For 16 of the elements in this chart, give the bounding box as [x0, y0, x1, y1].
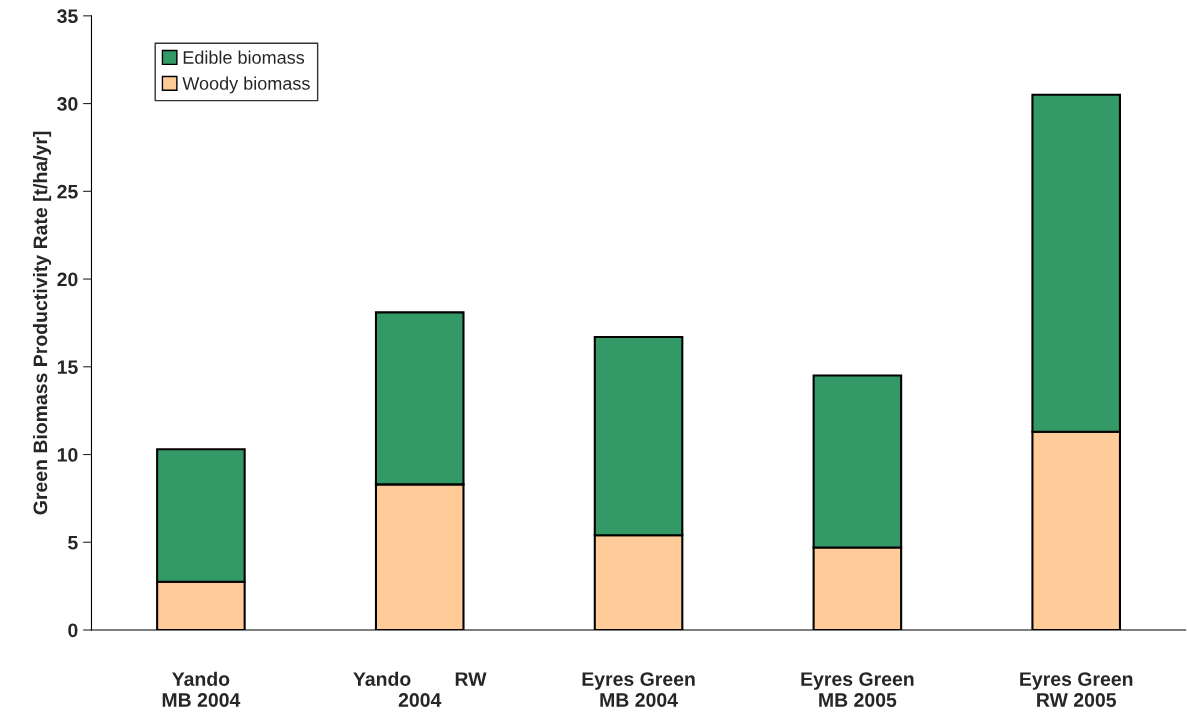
x-tick-label: Eyres Green MB 2004	[582, 672, 695, 707]
x-tick-label: Yando MB 2004	[162, 671, 241, 707]
y-axis-title: Green Biomass Productivity Rate [t/ha/yr]	[32, 131, 52, 515]
y-tick-label: 20	[57, 272, 78, 287]
y-tick-label: 10	[57, 447, 78, 462]
legend-label: Woody biomass	[182, 76, 310, 94]
y-tick-label: 15	[57, 360, 78, 375]
x-tick-label: Eyres Green MB 2005	[801, 672, 914, 707]
y-tick-label: 30	[57, 97, 78, 111]
y-tick-label: 25	[57, 184, 78, 199]
y-tick-label: 0	[68, 623, 78, 638]
legend-label: Edible biomass	[183, 50, 305, 64]
x-tick-label: Yando RW 2004	[353, 671, 487, 707]
y-tick-label: 35	[57, 9, 78, 24]
x-tick-label: Eyres Green RW 2005	[1020, 672, 1133, 707]
y-tick-label: 5	[68, 535, 78, 550]
